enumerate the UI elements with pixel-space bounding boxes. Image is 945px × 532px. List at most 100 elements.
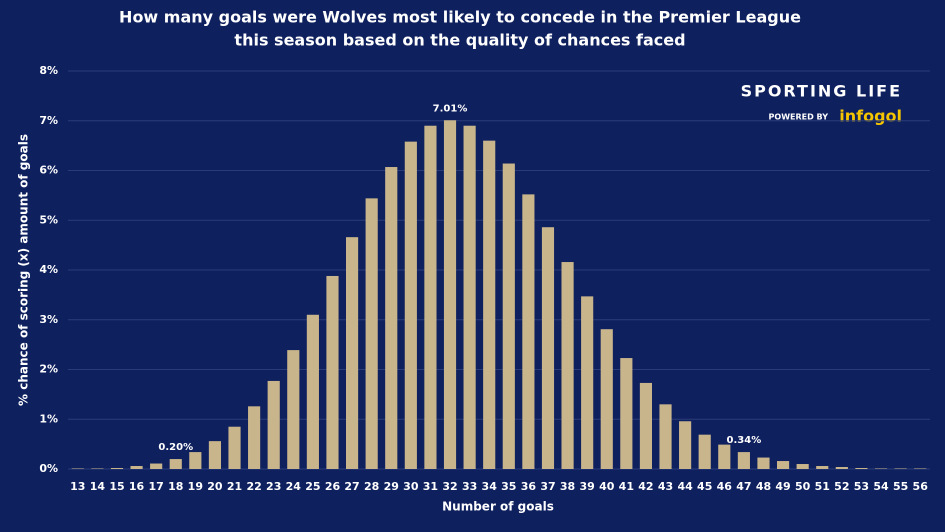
x-tick-label: 20 bbox=[207, 480, 223, 493]
x-tick-label: 39 bbox=[580, 480, 595, 493]
bar bbox=[150, 463, 163, 469]
y-tick-label: 6% bbox=[39, 164, 58, 177]
x-tick-label: 52 bbox=[834, 480, 849, 493]
x-tick-label: 16 bbox=[129, 480, 145, 493]
x-tick-label: 21 bbox=[227, 480, 242, 493]
y-tick-label: 5% bbox=[39, 213, 58, 226]
x-tick-label: 44 bbox=[677, 480, 693, 493]
y-tick-label: 7% bbox=[39, 114, 58, 127]
x-tick-label: 29 bbox=[384, 480, 399, 493]
y-tick-label: 4% bbox=[39, 263, 58, 276]
x-tick-label: 18 bbox=[168, 480, 183, 493]
x-tick-label: 50 bbox=[795, 480, 811, 493]
x-tick-label: 14 bbox=[90, 480, 106, 493]
x-tick-label: 36 bbox=[521, 480, 537, 493]
x-tick-label: 13 bbox=[70, 480, 85, 493]
bar bbox=[757, 457, 770, 469]
x-tick-label: 46 bbox=[717, 480, 733, 493]
x-tick-label: 17 bbox=[149, 480, 164, 493]
y-tick-label: 2% bbox=[39, 363, 58, 376]
x-tick-label: 31 bbox=[423, 480, 438, 493]
logo-brand: SPORTING LIFE bbox=[741, 82, 902, 101]
bar bbox=[776, 461, 790, 469]
bar bbox=[267, 380, 280, 469]
logo-partner: infogol bbox=[839, 107, 902, 126]
y-axis-label: % chance of scoring (x) amount of goals bbox=[17, 134, 31, 406]
x-tick-label: 56 bbox=[913, 480, 929, 493]
x-tick-label: 47 bbox=[736, 480, 751, 493]
x-tick-label: 35 bbox=[501, 480, 516, 493]
chart-title: How many goals were Wolves most likely t… bbox=[119, 8, 801, 27]
x-tick-label: 30 bbox=[403, 480, 419, 493]
bar bbox=[698, 434, 711, 469]
x-tick-label: 42 bbox=[638, 480, 653, 493]
bar bbox=[796, 464, 809, 469]
bar bbox=[287, 350, 300, 469]
x-tick-label: 23 bbox=[266, 480, 281, 493]
bar bbox=[208, 441, 222, 469]
bar bbox=[189, 452, 202, 469]
bar bbox=[502, 163, 515, 469]
x-tick-label: 25 bbox=[305, 480, 320, 493]
logo-powered: POWERED BY bbox=[769, 113, 829, 122]
bar bbox=[130, 466, 143, 469]
value-label: 7.01% bbox=[433, 103, 468, 114]
bar bbox=[816, 466, 829, 469]
bar bbox=[581, 296, 594, 469]
bar bbox=[385, 167, 398, 469]
y-tick-label: 1% bbox=[39, 412, 58, 425]
x-tick-label: 34 bbox=[482, 480, 498, 493]
bar bbox=[639, 382, 653, 469]
bar bbox=[522, 194, 535, 469]
x-tick-label: 55 bbox=[893, 480, 908, 493]
bar bbox=[561, 262, 574, 469]
y-tick-label: 0% bbox=[39, 462, 58, 475]
x-tick-label: 54 bbox=[873, 480, 889, 493]
x-tick-label: 53 bbox=[854, 480, 869, 493]
bar bbox=[600, 329, 613, 469]
bar bbox=[169, 459, 182, 469]
bar bbox=[718, 444, 731, 469]
bar bbox=[365, 198, 378, 470]
x-tick-label: 19 bbox=[188, 480, 203, 493]
bar bbox=[110, 468, 124, 469]
bar bbox=[404, 141, 417, 469]
x-tick-label: 51 bbox=[815, 480, 830, 493]
x-tick-label: 40 bbox=[599, 480, 615, 493]
bar bbox=[345, 237, 359, 469]
x-tick-label: 49 bbox=[775, 480, 790, 493]
x-tick-label: 41 bbox=[619, 480, 634, 493]
bar bbox=[620, 358, 633, 469]
bar bbox=[424, 125, 437, 469]
bar bbox=[443, 120, 457, 469]
value-label: 0.34% bbox=[727, 435, 762, 446]
x-tick-label: 33 bbox=[462, 480, 477, 493]
bar bbox=[228, 426, 241, 469]
bar bbox=[835, 467, 848, 469]
bar bbox=[659, 404, 672, 469]
bar bbox=[306, 314, 319, 469]
chart-title: this season based on the quality of chan… bbox=[234, 31, 685, 50]
bar bbox=[737, 452, 750, 469]
x-tick-label: 27 bbox=[344, 480, 359, 493]
x-axis-label: Number of goals bbox=[442, 500, 554, 514]
x-tick-label: 26 bbox=[325, 480, 341, 493]
x-tick-label: 48 bbox=[756, 480, 771, 493]
x-tick-label: 15 bbox=[109, 480, 124, 493]
bar bbox=[463, 125, 476, 469]
bar bbox=[679, 421, 692, 469]
x-tick-label: 22 bbox=[246, 480, 261, 493]
x-tick-label: 43 bbox=[658, 480, 673, 493]
x-tick-label: 37 bbox=[540, 480, 555, 493]
bar bbox=[855, 468, 868, 469]
y-tick-label: 3% bbox=[39, 313, 58, 326]
y-tick-label: 8% bbox=[39, 64, 58, 77]
x-tick-label: 28 bbox=[364, 480, 379, 493]
bar bbox=[483, 140, 496, 469]
x-tick-label: 32 bbox=[442, 480, 457, 493]
bar bbox=[541, 227, 555, 469]
x-tick-label: 38 bbox=[560, 480, 575, 493]
bar bbox=[248, 406, 261, 469]
x-tick-label: 24 bbox=[286, 480, 302, 493]
